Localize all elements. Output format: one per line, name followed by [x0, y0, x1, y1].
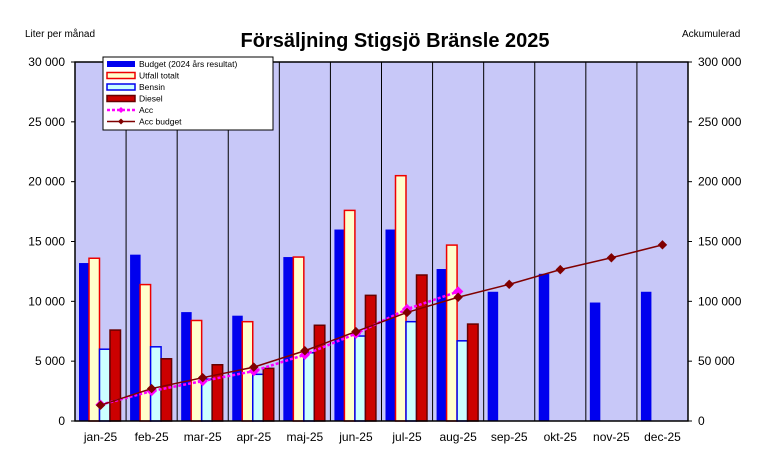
point-acc-budget [249, 362, 259, 372]
bar-diesel-jul-25 [415, 274, 428, 422]
bar-budget-apr-25 [232, 315, 243, 421]
bar-budget-maj-25 [283, 257, 294, 421]
right-tick-label: 150 000 [698, 235, 742, 249]
left-axis-unit-label: Liter per månad [25, 28, 95, 40]
left-tick-label: 30 000 [28, 55, 65, 69]
point-acc-budget [146, 383, 157, 394]
line-acc [100, 290, 459, 406]
right-tick-label: 0 [698, 414, 705, 428]
point-acc-budget [657, 240, 668, 250]
left-tick-label: 5 000 [35, 354, 65, 368]
right-tick-label: 100 000 [698, 294, 742, 308]
x-tick-label: dec-25 [644, 430, 681, 444]
legend-marker [118, 118, 124, 125]
point-acc-budget [198, 372, 208, 383]
left-tick-label: 15 000 [28, 235, 65, 249]
right-tick-label: 50 000 [698, 354, 735, 368]
bar-bensin-jun-25 [354, 335, 367, 422]
legend-label: Acc budget [139, 117, 182, 127]
bar-budget-nov-25 [589, 302, 601, 421]
x-tick-label: sep-25 [491, 430, 528, 444]
bar-budget-jul-25 [385, 229, 396, 421]
right-tick-label: 200 000 [698, 175, 742, 189]
left-tick-label: 25 000 [28, 115, 65, 129]
bar-bensin-jul-25 [405, 320, 418, 422]
bar-diesel-maj-25 [313, 324, 326, 422]
x-tick-label: okt-25 [544, 430, 578, 444]
x-tick-label: apr-25 [236, 430, 271, 444]
x-tick-label: jul-25 [391, 430, 422, 444]
legend-label: Bensin [139, 82, 165, 92]
bar-budget-dec-25 [640, 291, 652, 421]
left-tick-label: 20 000 [28, 175, 65, 189]
bar-utfall-jul-25 [394, 174, 407, 422]
x-tick-label: jun-25 [338, 430, 373, 444]
bar-utfall-jun-25 [343, 209, 356, 422]
bar-bensin-apr-25 [252, 373, 264, 422]
bar-diesel-aug-25 [466, 323, 479, 422]
bar-utfall-mar-25 [190, 319, 203, 422]
left-tick-label: 10 000 [28, 294, 65, 308]
bar-utfall-maj-25 [292, 256, 305, 422]
legend-swatch [106, 71, 136, 80]
x-tick-label: feb-25 [135, 430, 169, 444]
bar-budget-jun-25 [334, 229, 345, 421]
x-tick-label: aug-25 [439, 430, 477, 444]
legend-swatch [106, 94, 136, 103]
point-acc-budget [453, 292, 463, 302]
bar-utfall-jan-25 [88, 257, 101, 422]
bar-utfall-feb-25 [139, 283, 152, 422]
bar-budget-mar-25 [181, 312, 192, 421]
point-acc-budget [351, 326, 361, 337]
x-tick-label: jan-25 [83, 430, 118, 444]
right-axis-unit-label: Ackumulerad [682, 29, 740, 40]
legend-swatch [106, 83, 136, 91]
legend: Budget (2024 års resultat) Utfall totaltB… [102, 56, 274, 131]
legend-label: Acc [139, 105, 154, 115]
point-acc-budget [504, 279, 514, 290]
bar-bensin-aug-25 [456, 340, 469, 422]
bar-bensin-feb-25 [149, 346, 162, 422]
legend-label: Budget (2024 års resultat) [139, 59, 237, 69]
bar-utfall-aug-25 [445, 244, 458, 422]
bar-bensin-maj-25 [303, 352, 316, 422]
bar-budget-aug-25 [436, 269, 448, 421]
legend-marker [118, 107, 124, 113]
bar-budget-sep-25 [487, 291, 499, 421]
point-acc-budget [555, 264, 565, 275]
bar-diesel-jun-25 [364, 294, 377, 422]
point-acc-budget [300, 346, 310, 356]
x-tick-label: maj-25 [287, 430, 324, 444]
x-tick-label: nov-25 [593, 430, 630, 444]
bar-budget-jan-25 [79, 263, 90, 421]
bar-budget-feb-25 [130, 254, 141, 421]
axes: 0 5 000 10 000 15 000 20 000 25 000 30 000 0 50 … [28, 55, 741, 444]
point-acc-budget [95, 400, 106, 410]
bar-bensin-jan-25 [98, 348, 111, 422]
plot-area [75, 62, 688, 422]
legend-box [102, 56, 274, 131]
right-tick-label: 250 000 [698, 115, 742, 129]
point-acc-budget [606, 253, 617, 263]
bar-budget-okt-25 [538, 273, 550, 421]
bar-diesel-feb-25 [160, 358, 173, 422]
legend-swatch [107, 61, 135, 67]
right-tick-label: 300 000 [698, 55, 742, 69]
legend-label: Utfall totalt [139, 71, 180, 81]
bar-diesel-jan-25 [109, 329, 122, 422]
left-tick-label: 0 [58, 414, 65, 428]
bar-diesel-apr-25 [262, 367, 275, 422]
legend-label: Diesel [139, 94, 163, 104]
line-acc-budget [100, 244, 663, 406]
point-acc-budget [402, 307, 412, 318]
chart-title: Försäljning Stigsjö Bränsle 2025 [241, 30, 550, 52]
x-tick-label: mar-25 [184, 430, 222, 444]
